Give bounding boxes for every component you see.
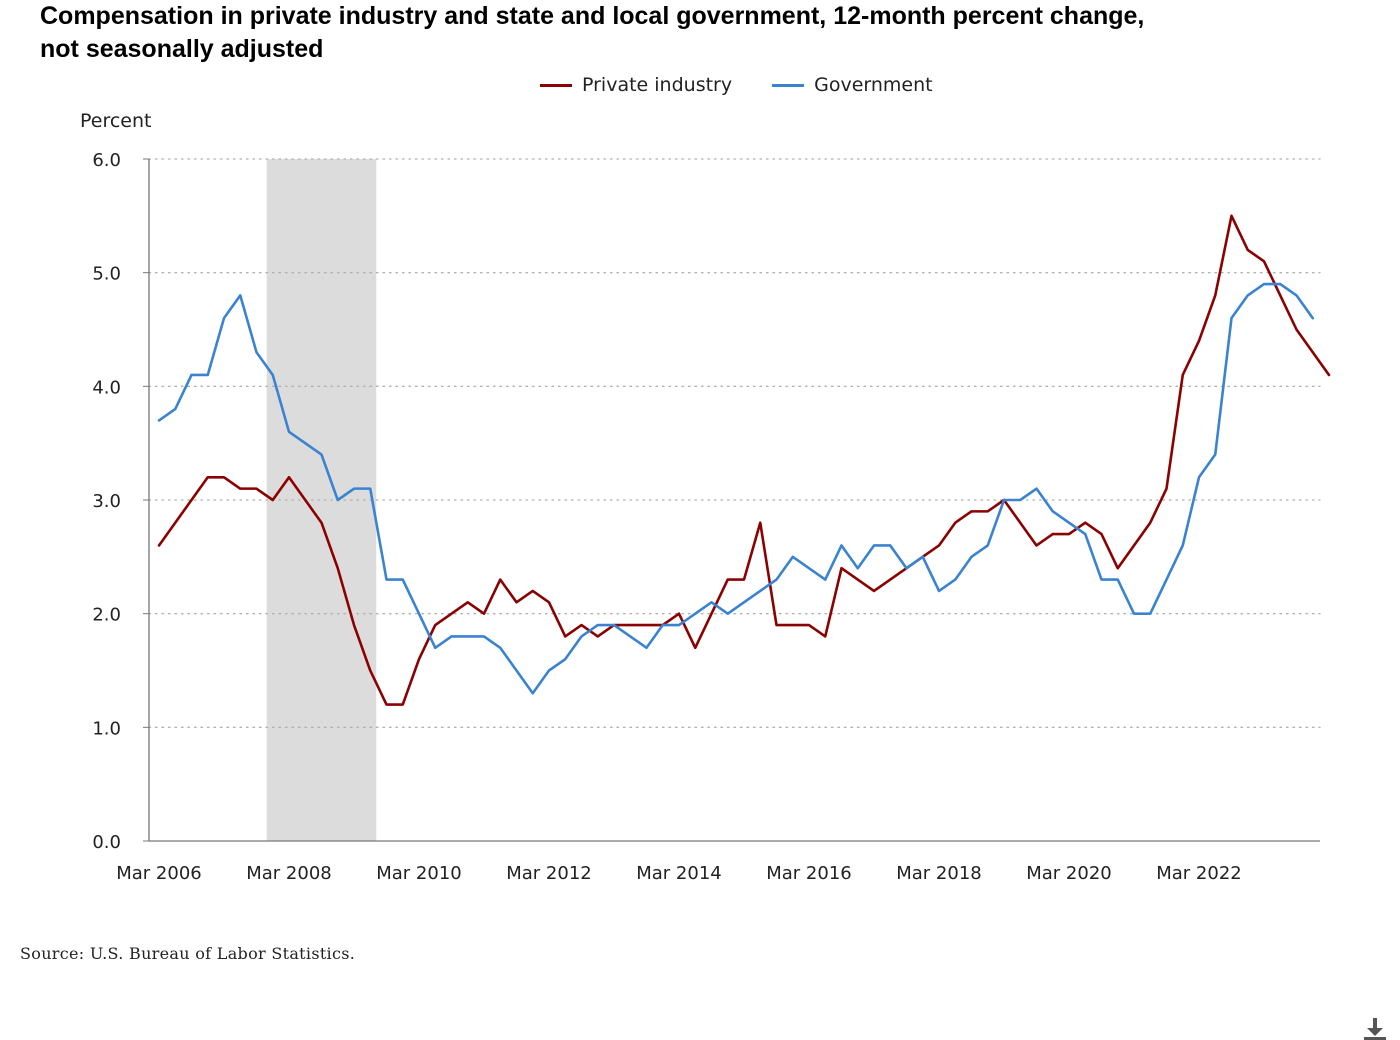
legend-swatch-government <box>772 83 805 87</box>
x-tick-label: Mar 2010 <box>376 863 462 884</box>
y-tick-label: 0.0 <box>92 832 121 853</box>
chart-title-line-1: Compensation in private industry and sta… <box>40 2 1145 30</box>
x-tick-label: Mar 2016 <box>766 863 852 884</box>
download-icon[interactable] <box>1362 1018 1388 1040</box>
legend-label-private-industry: Private industry <box>582 74 733 96</box>
x-tick-label: Mar 2014 <box>636 863 722 884</box>
y-tick-label: 5.0 <box>92 264 121 285</box>
x-tick-label: Mar 2012 <box>506 863 592 884</box>
y-tick-label: 3.0 <box>92 491 121 512</box>
legend-item-government[interactable]: Government <box>772 74 933 96</box>
recession-shading <box>266 159 377 841</box>
x-tick-label: Mar 2020 <box>1026 863 1112 884</box>
x-tick-label: Mar 2006 <box>116 863 202 884</box>
y-tick-label: 2.0 <box>92 605 121 626</box>
x-tick-label: Mar 2008 <box>246 863 332 884</box>
legend-swatch-private-industry <box>540 83 572 87</box>
legend: Private industry Government <box>540 72 973 98</box>
series-line-private-industry[interactable] <box>157 214 1331 706</box>
y-tick-label: 6.0 <box>92 150 121 171</box>
legend-item-private-industry[interactable]: Private industry <box>540 74 732 96</box>
x-tick-label: Mar 2018 <box>896 863 982 884</box>
x-tick-label: Mar 2022 <box>1156 863 1242 884</box>
y-tick-label: 1.0 <box>92 718 121 739</box>
y-tick-label: 4.0 <box>92 377 121 398</box>
legend-label-government: Government <box>814 74 933 96</box>
y-axis-label: Percent <box>80 110 152 132</box>
chart-title-line-2: not seasonally adjusted <box>40 35 324 63</box>
series-line-government[interactable] <box>157 282 1315 695</box>
chart-title: Compensation in private industry and sta… <box>40 0 1340 66</box>
source-note: Source: U.S. Bureau of Labor Statistics. <box>20 944 356 963</box>
